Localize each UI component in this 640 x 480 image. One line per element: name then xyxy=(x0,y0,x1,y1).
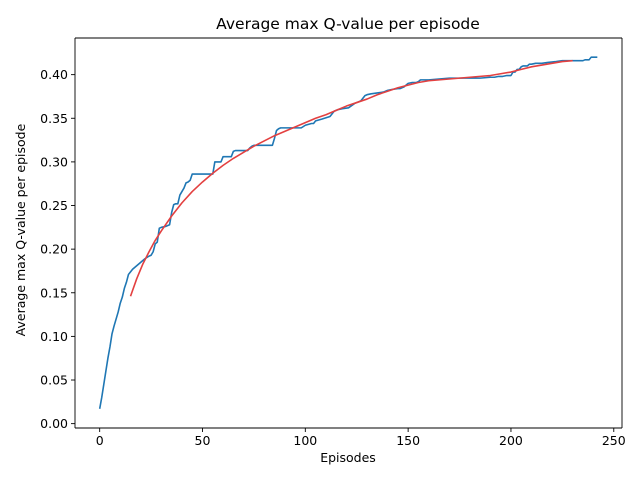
y-tick-label: 0.20 xyxy=(40,242,68,257)
x-tick-label: 50 xyxy=(195,433,211,448)
y-tick-label: 0.35 xyxy=(40,111,68,126)
y-tick-label: 0.25 xyxy=(40,198,68,213)
x-tick-label: 200 xyxy=(499,433,523,448)
y-axis-label: Average max Q-value per episode xyxy=(13,123,28,336)
y-tick-label: 0.40 xyxy=(40,67,68,82)
series-line-episode-values xyxy=(98,56,598,409)
x-tick-label: 150 xyxy=(396,433,420,448)
x-tick-label: 250 xyxy=(602,433,626,448)
x-axis: 0 50 100 150 200 250 xyxy=(96,428,626,448)
y-tick-label: 0.10 xyxy=(40,329,68,344)
x-axis-label: Episodes xyxy=(320,450,376,465)
y-axis: 0.00 0.05 0.10 0.15 0.20 0.25 0.30 0.35 0.40 xyxy=(40,67,75,431)
chart-title: Average max Q-value per episode xyxy=(216,15,480,33)
y-tick-label: 0.00 xyxy=(40,416,68,431)
series-line-fitted-curve xyxy=(129,59,573,297)
y-tick-label: 0.15 xyxy=(40,285,68,300)
y-tick-label: 0.30 xyxy=(40,154,68,169)
x-tick-label: 100 xyxy=(293,433,317,448)
x-tick-label: 0 xyxy=(96,433,104,448)
plot-area xyxy=(74,37,623,429)
y-tick-label: 0.05 xyxy=(40,373,68,388)
